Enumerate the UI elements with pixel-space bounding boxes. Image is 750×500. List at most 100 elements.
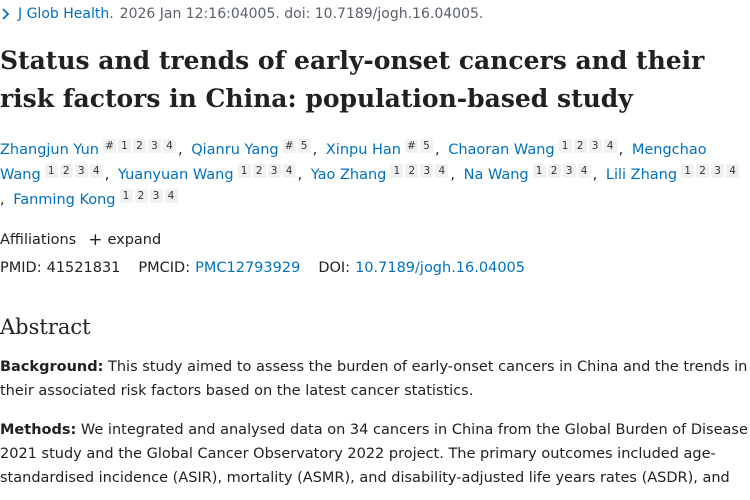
author-item: Qianru Yang #5, [191, 139, 321, 158]
affiliation-ref-link[interactable]: 1 [44, 164, 58, 178]
affiliations-row: Affiliations + expand [0, 229, 161, 251]
abstract-methods: Methods: We integrated and analysed data… [0, 418, 750, 490]
affiliation-ref-link[interactable]: 3 [267, 164, 281, 178]
equal-contribution-marker: # [103, 139, 116, 153]
affiliation-ref-link[interactable]: 3 [711, 164, 725, 178]
author-affiliation-refs: #5 [405, 139, 435, 153]
equal-contribution-marker: # [405, 139, 418, 153]
affiliation-ref-link[interactable]: 3 [588, 139, 602, 153]
affiliation-ref-link[interactable]: 4 [282, 164, 296, 178]
author-item: Xinpu Han #5, [325, 139, 444, 158]
author-separator: , [0, 192, 5, 208]
author-separator: , [297, 167, 303, 183]
affiliation-ref-link[interactable]: 1 [681, 164, 695, 178]
pmid-value: 41521831 [46, 260, 121, 276]
affiliation-ref-link[interactable]: 5 [297, 139, 311, 153]
equal-contribution-marker: # [282, 139, 296, 153]
author-separator: , [618, 142, 624, 158]
author-separator: , [435, 142, 440, 158]
affiliation-ref-link[interactable]: 2 [547, 164, 561, 178]
background-text: This study aimed to assess the burden of… [0, 359, 748, 399]
affiliation-ref-link[interactable]: 1 [532, 164, 546, 178]
identifiers-row: PMID: 41521831 PMCID: PMC12793929 DOI: 1… [0, 257, 543, 279]
journal-link[interactable]: J Glob Health. [18, 6, 114, 22]
author-separator: , [104, 167, 110, 183]
citation-line: J Glob Health. 2026 Jan 12:16:04005. doi… [0, 4, 483, 24]
affiliation-ref-link[interactable]: 4 [726, 164, 740, 178]
methods-label: Methods: [0, 422, 77, 438]
author-name-link[interactable]: Yuanyuan Wang [117, 167, 234, 183]
author-name-link[interactable]: Mengchao Wang [0, 142, 707, 183]
affiliation-ref-link[interactable]: 3 [74, 164, 88, 178]
author-item: Mengchao Wang 1 2 3 4, [0, 142, 707, 183]
author-name-link[interactable]: Fanming Kong [13, 192, 116, 208]
author-item: Chaoran Wang 1 2 3 4, [448, 139, 627, 158]
affiliation-ref-link[interactable]: 2 [696, 164, 710, 178]
doi-link[interactable]: 10.7189/jogh.16.04005 [355, 260, 525, 276]
affiliation-ref-link[interactable]: 1 [558, 139, 572, 153]
pmcid-link[interactable]: PMC12793929 [195, 260, 301, 276]
affiliation-ref-link[interactable]: 5 [420, 139, 433, 153]
doi-label: DOI: [318, 260, 351, 276]
background-label: Background: [0, 359, 104, 375]
author-separator: , [312, 142, 318, 158]
pmcid-label: PMCID: [138, 260, 191, 276]
chevron-right-icon[interactable] [0, 6, 12, 22]
affiliation-ref-link[interactable]: 4 [603, 139, 617, 153]
affiliation-ref-link[interactable]: 2 [133, 139, 146, 153]
author-name-link[interactable]: Chaoran Wang [448, 142, 555, 158]
author-item: Yao Zhang 1 2 3 4, [310, 164, 459, 183]
author-item: Yuanyuan Wang 1 2 3 4, [117, 164, 306, 183]
affiliation-ref-link[interactable]: 4 [163, 139, 176, 153]
author-name-link[interactable]: Qianru Yang [191, 142, 279, 158]
affiliation-ref-link[interactable]: 2 [252, 164, 266, 178]
author-separator: , [178, 142, 183, 158]
author-name-link[interactable]: Xinpu Han [325, 142, 401, 158]
affiliation-ref-link[interactable]: 2 [59, 164, 73, 178]
affiliation-ref-link[interactable]: 4 [577, 164, 591, 178]
affiliation-ref-link[interactable]: 1 [390, 164, 404, 178]
article-title: Status and trends of early-onset cancers… [0, 46, 705, 113]
author-item: Na Wang 1 2 3 4, [463, 164, 602, 183]
author-name-link[interactable]: Na Wang [463, 167, 529, 183]
affiliation-ref-link[interactable]: 4 [89, 164, 103, 178]
author-affiliation-refs: #1 2 3 4 [103, 139, 178, 153]
author-name-link[interactable]: Lili Zhang [605, 167, 678, 183]
affiliation-ref-link[interactable]: 1 [119, 189, 133, 203]
author-separator: , [592, 167, 598, 183]
affiliation-ref-link[interactable]: 3 [148, 139, 161, 153]
affiliations-label: Affiliations [0, 232, 77, 248]
methods-text: We integrated and analysed data on 34 ca… [0, 422, 748, 486]
author-item: Fanming Kong 1 2 3 4 [13, 189, 180, 208]
affiliation-ref-link[interactable]: 2 [134, 189, 148, 203]
abstract-background: Background: This study aimed to assess t… [0, 355, 750, 403]
affiliation-ref-link[interactable]: 1 [118, 139, 131, 153]
affiliation-ref-link[interactable]: 2 [573, 139, 587, 153]
author-affiliation-refs: #5 [282, 139, 313, 153]
citation-details: 2026 Jan 12:16:04005. doi: 10.7189/jogh.… [119, 6, 484, 22]
plus-icon: + [88, 229, 103, 250]
affiliation-ref-link[interactable]: 4 [435, 164, 449, 178]
abstract-heading: Abstract [0, 315, 91, 339]
author-name-link[interactable]: Zhangjun Yun [0, 142, 99, 158]
affiliation-ref-link[interactable]: 3 [420, 164, 434, 178]
affiliations-expand-button[interactable]: + expand [88, 229, 162, 250]
affiliation-ref-link[interactable]: 3 [562, 164, 576, 178]
affiliation-ref-link[interactable]: 2 [405, 164, 419, 178]
expand-label: expand [107, 232, 162, 248]
affiliation-ref-link[interactable]: 4 [164, 189, 178, 203]
pmid-label: PMID: [0, 260, 42, 276]
affiliation-ref-link[interactable]: 1 [237, 164, 251, 178]
author-list: Zhangjun Yun #1 2 3 4, Qianru Yang #5, Xinpu … [0, 138, 745, 213]
author-item: Zhangjun Yun #1 2 3 4, [0, 139, 187, 158]
author-name-link[interactable]: Yao Zhang [310, 167, 387, 183]
author-item: Lili Zhang 1 2 3 4, [0, 164, 741, 208]
affiliation-ref-link[interactable]: 3 [149, 189, 163, 203]
